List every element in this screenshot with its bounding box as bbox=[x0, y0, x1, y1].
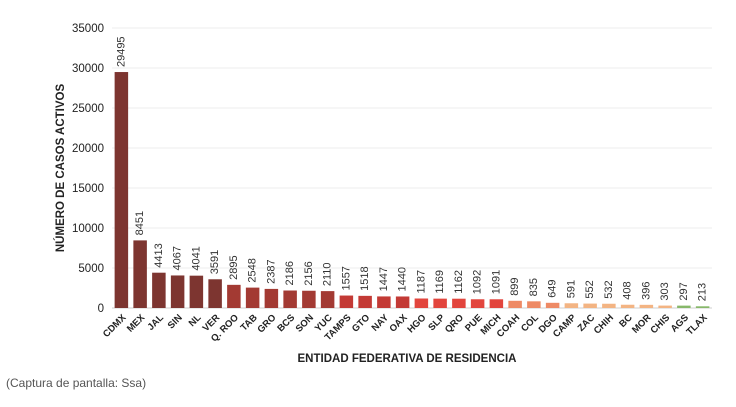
bar-bc bbox=[620, 304, 635, 308]
bar-slp bbox=[433, 298, 447, 308]
value-label: 2387 bbox=[265, 259, 277, 283]
value-label: 2156 bbox=[303, 261, 315, 285]
value-labels: 29495 8451 4413 4067 4041 3591 2895 2548 2387 218… bbox=[115, 36, 708, 301]
bar-q-roo bbox=[227, 284, 241, 308]
bar-nl bbox=[189, 275, 204, 308]
value-label: 4041 bbox=[190, 246, 202, 270]
chart-svg: 0 5000 10000 15000 20000 25000 30000 35000 2949… bbox=[54, 23, 712, 365]
bar-dgo bbox=[545, 302, 560, 308]
value-label: 1518 bbox=[359, 266, 371, 290]
value-label: 8451 bbox=[134, 211, 146, 235]
value-label: 835 bbox=[528, 278, 540, 296]
bar-jal bbox=[152, 272, 166, 308]
x-tick-label: OAX bbox=[387, 312, 410, 335]
y-tick-label: 5000 bbox=[78, 263, 104, 275]
x-tick-label: BCS bbox=[275, 312, 297, 334]
bar-qro bbox=[452, 298, 466, 308]
y-tick-label: 10000 bbox=[72, 223, 104, 235]
x-tick-label: MOR bbox=[630, 312, 654, 336]
value-label: 649 bbox=[547, 279, 559, 297]
value-label: 2110 bbox=[322, 262, 334, 286]
value-label: 2186 bbox=[284, 261, 296, 285]
bar-ver bbox=[208, 279, 222, 308]
bar-son bbox=[302, 290, 316, 308]
x-tick-label: CHIH bbox=[592, 312, 616, 336]
bar-mor bbox=[639, 304, 654, 308]
bar-nay bbox=[377, 296, 391, 308]
x-tick-label: QRO bbox=[443, 312, 466, 335]
bar-col bbox=[527, 301, 541, 308]
value-label: 591 bbox=[565, 280, 577, 298]
value-label: 4067 bbox=[172, 246, 184, 270]
x-tick-label: NAY bbox=[370, 312, 392, 334]
bar-tlax bbox=[695, 306, 710, 308]
x-tick-label: COL bbox=[519, 312, 541, 334]
value-label: 1091 bbox=[490, 270, 502, 294]
x-axis-title: ENTIDAD FEDERATIVA DE RESIDENCIA bbox=[298, 353, 517, 365]
y-tick-label: 35000 bbox=[72, 23, 104, 35]
bar-chih bbox=[602, 303, 616, 308]
bar-chart: 0 5000 10000 15000 20000 25000 30000 35000 2949… bbox=[54, 23, 712, 365]
value-label: 29495 bbox=[115, 36, 127, 67]
value-label: 3591 bbox=[209, 250, 221, 274]
bar-cdmx bbox=[114, 72, 129, 308]
y-tick-label: 0 bbox=[98, 303, 104, 315]
bar-ags bbox=[677, 305, 691, 308]
y-tick-label: 15000 bbox=[72, 183, 104, 195]
y-axis-ticks: 0 5000 10000 15000 20000 25000 30000 35000 bbox=[72, 23, 104, 315]
bar-gto bbox=[358, 295, 372, 308]
bar-pue bbox=[470, 299, 485, 308]
x-tick-label: JAL bbox=[146, 312, 167, 333]
bar-sin bbox=[170, 275, 185, 308]
value-label: 2548 bbox=[247, 258, 259, 282]
x-tick-label: GTO bbox=[350, 312, 372, 334]
y-tick-label: 25000 bbox=[72, 103, 104, 115]
value-label: 1169 bbox=[434, 270, 446, 294]
x-tick-label: MEX bbox=[125, 312, 148, 335]
bar-coah bbox=[508, 300, 522, 308]
x-tick-label: CHIS bbox=[648, 312, 672, 336]
bar-hgo bbox=[414, 298, 429, 308]
value-label: 213 bbox=[697, 283, 709, 301]
x-tick-label: SIN bbox=[166, 312, 185, 331]
bar-zac bbox=[583, 303, 597, 308]
value-label: 297 bbox=[678, 282, 690, 300]
bar-bcs bbox=[283, 290, 297, 308]
value-label: 408 bbox=[622, 281, 634, 299]
value-label: 1557 bbox=[340, 266, 352, 290]
value-label: 396 bbox=[640, 281, 652, 299]
bar-mex bbox=[133, 240, 147, 308]
value-label: 2895 bbox=[228, 255, 240, 279]
bar-oax bbox=[395, 296, 410, 308]
bar-gro bbox=[264, 288, 279, 308]
value-label: 1162 bbox=[453, 270, 465, 294]
image-caption: (Captura de pantalla: Ssa) bbox=[6, 376, 147, 390]
value-label: 552 bbox=[584, 280, 596, 298]
x-tick-label: GRO bbox=[255, 312, 278, 335]
value-label: 1447 bbox=[378, 267, 390, 291]
value-label: 532 bbox=[603, 280, 615, 298]
bar-tab bbox=[245, 287, 260, 308]
bar-chis bbox=[658, 305, 672, 308]
bar-camp bbox=[564, 303, 579, 308]
value-label: 1092 bbox=[472, 270, 484, 294]
value-label: 303 bbox=[659, 282, 671, 300]
value-label: 1440 bbox=[397, 267, 409, 291]
value-label: 4413 bbox=[153, 243, 165, 267]
y-tick-label: 20000 bbox=[72, 143, 104, 155]
value-label: 1187 bbox=[415, 270, 427, 294]
value-label: 899 bbox=[509, 277, 521, 295]
grid-lines bbox=[112, 27, 712, 309]
bar-tamps bbox=[339, 295, 354, 308]
bar-yuc bbox=[320, 291, 335, 308]
x-tick-label: TLAX bbox=[684, 312, 710, 338]
y-axis-title: NÚMERO DE CASOS ACTIVOS bbox=[54, 84, 67, 253]
x-tick-label: HGO bbox=[405, 312, 428, 335]
y-tick-label: 30000 bbox=[72, 63, 104, 75]
bars bbox=[114, 72, 710, 308]
x-tick-label: SON bbox=[294, 312, 316, 334]
bar-mich bbox=[489, 299, 504, 308]
